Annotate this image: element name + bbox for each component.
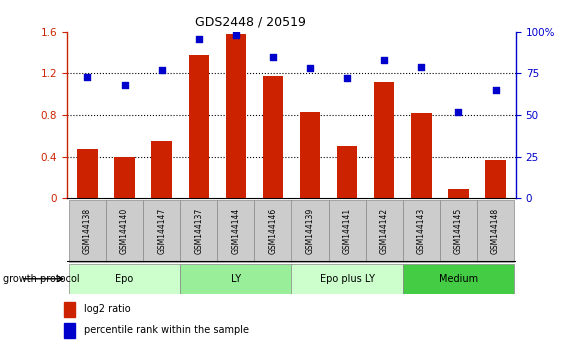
Text: GSM144145: GSM144145 xyxy=(454,208,463,254)
Text: GSM144144: GSM144144 xyxy=(231,208,240,254)
Bar xyxy=(485,160,505,198)
Point xyxy=(380,57,389,63)
Bar xyxy=(411,113,431,198)
Bar xyxy=(366,200,403,262)
Text: GSM144147: GSM144147 xyxy=(157,208,166,254)
Text: LY: LY xyxy=(231,274,241,284)
Bar xyxy=(217,200,254,262)
Text: Epo: Epo xyxy=(115,274,134,284)
Bar xyxy=(254,200,292,262)
Bar xyxy=(180,200,217,262)
Point xyxy=(83,74,92,80)
Bar xyxy=(292,264,403,294)
Bar xyxy=(300,112,320,198)
Text: GDS2448 / 20519: GDS2448 / 20519 xyxy=(195,16,306,29)
Text: percentile rank within the sample: percentile rank within the sample xyxy=(84,325,249,336)
Bar xyxy=(114,156,135,198)
Bar xyxy=(440,200,477,262)
Bar xyxy=(180,264,292,294)
Point xyxy=(120,82,129,88)
Bar xyxy=(64,302,75,317)
Point xyxy=(305,65,315,71)
Bar xyxy=(143,200,180,262)
Text: GSM144146: GSM144146 xyxy=(268,208,278,254)
Point xyxy=(491,87,500,93)
Point xyxy=(417,64,426,70)
Text: growth protocol: growth protocol xyxy=(3,274,79,284)
Text: GSM144139: GSM144139 xyxy=(305,208,315,254)
Text: GSM144138: GSM144138 xyxy=(83,208,92,254)
Point xyxy=(454,109,463,115)
Bar xyxy=(292,200,329,262)
Point xyxy=(194,36,203,41)
Text: Medium: Medium xyxy=(439,274,478,284)
Bar xyxy=(188,55,209,198)
Text: GSM144141: GSM144141 xyxy=(343,208,352,254)
Bar xyxy=(448,189,469,198)
Bar xyxy=(403,264,514,294)
Text: Epo plus LY: Epo plus LY xyxy=(319,274,375,284)
Bar xyxy=(477,200,514,262)
Text: GSM144137: GSM144137 xyxy=(194,208,203,254)
Point xyxy=(231,32,241,38)
Point xyxy=(157,67,166,73)
Text: GSM144143: GSM144143 xyxy=(417,208,426,254)
Text: GSM144140: GSM144140 xyxy=(120,208,129,254)
Bar xyxy=(403,200,440,262)
Bar xyxy=(374,82,395,198)
Bar xyxy=(106,200,143,262)
Point xyxy=(268,54,278,59)
Bar xyxy=(337,146,357,198)
Bar xyxy=(69,264,180,294)
Bar xyxy=(329,200,366,262)
Text: GSM144148: GSM144148 xyxy=(491,208,500,254)
Text: log2 ratio: log2 ratio xyxy=(84,304,131,314)
Point xyxy=(342,76,352,81)
Bar xyxy=(226,34,246,198)
Bar xyxy=(77,149,98,198)
Text: GSM144142: GSM144142 xyxy=(380,208,389,254)
Bar xyxy=(69,200,106,262)
Bar xyxy=(263,75,283,198)
Bar xyxy=(152,141,172,198)
Bar xyxy=(64,323,75,338)
